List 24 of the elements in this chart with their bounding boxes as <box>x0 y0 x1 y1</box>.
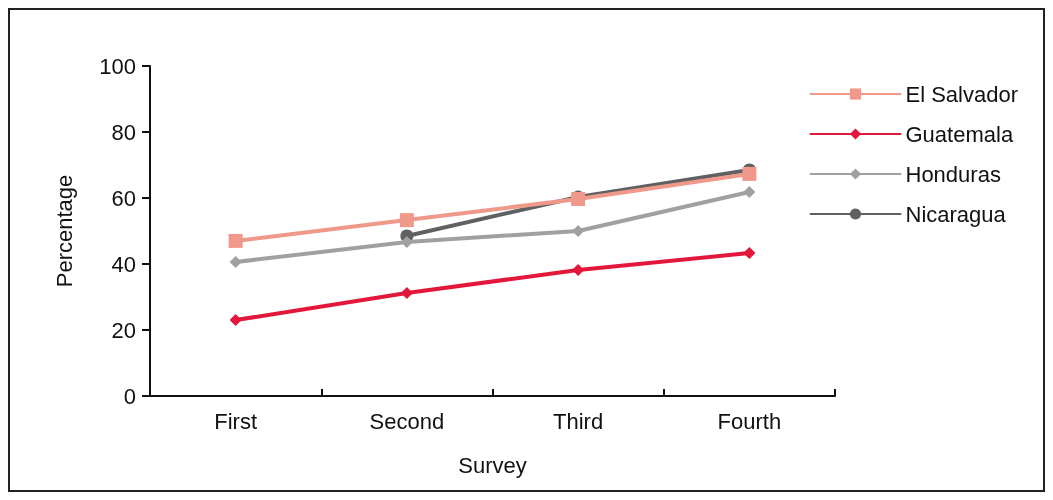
legend-label: Nicaragua <box>905 201 1007 227</box>
point <box>228 233 243 248</box>
y-tick-label: 40 <box>111 251 136 277</box>
y-tick-label: 20 <box>111 317 136 343</box>
y-axis-title: Percentage <box>51 174 77 288</box>
y-tick-label: 80 <box>111 119 136 145</box>
point <box>399 213 414 228</box>
legend-label: Guatemala <box>905 121 1014 147</box>
point <box>572 225 585 237</box>
point <box>743 247 756 260</box>
y-tick-label: 100 <box>99 53 136 79</box>
x-tick-label: Third <box>553 408 604 434</box>
y-tick-label: 60 <box>111 185 136 211</box>
legend-label: Honduras <box>905 161 1001 187</box>
point <box>229 256 242 269</box>
point <box>743 186 756 199</box>
x-axis-title: Survey <box>458 452 527 478</box>
x-tick-label: First <box>214 408 258 434</box>
legend-label: El Salvador <box>905 81 1019 107</box>
x-tick-label: Fourth <box>717 408 782 434</box>
x-tick-label: Second <box>369 408 445 434</box>
point <box>229 314 242 327</box>
y-tick-label: 0 <box>123 383 136 409</box>
point <box>742 166 757 181</box>
